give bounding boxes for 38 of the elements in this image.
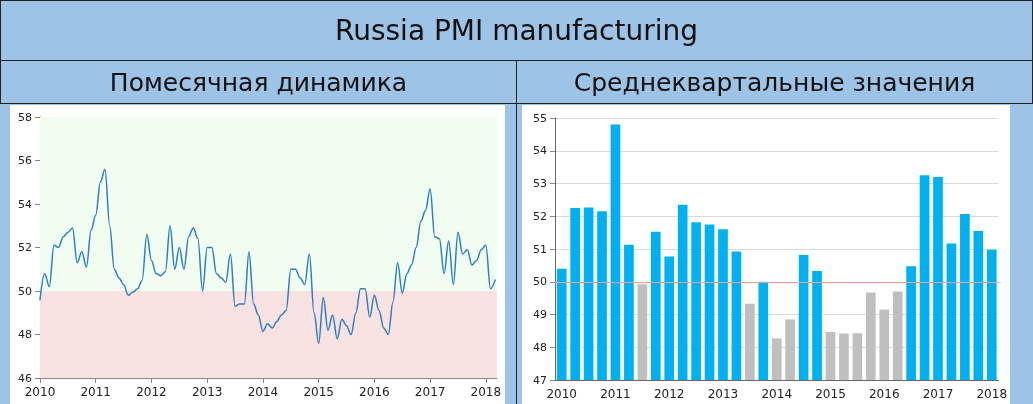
y-tick-label: 48: [533, 340, 547, 354]
y-tick-label: 52: [18, 241, 32, 254]
x-tick-label: 2011: [80, 385, 112, 399]
chart-subtitle: Среднеквартальные значения: [516, 60, 1033, 104]
x-tick-label: 2010: [546, 387, 577, 401]
x-tick-label: 2018: [470, 385, 502, 399]
x-tick-label: 2018: [976, 387, 1008, 401]
y-tick-label: 49: [533, 308, 547, 321]
x-tick-label: 2015: [303, 385, 334, 399]
y-tick-label: 48: [18, 328, 32, 341]
line-series: [39, 168, 496, 344]
x-tick-label: 2013: [191, 385, 223, 399]
x-tick-label: 2012: [136, 385, 167, 399]
x-tick-label: 2014: [761, 387, 793, 401]
x-tick-label: 2016: [359, 385, 390, 399]
y-tick-label: 47: [533, 373, 547, 387]
x-tick-label: 2013: [707, 387, 739, 401]
y-tick-label: 55: [533, 111, 547, 125]
x-tick-label: 2011: [600, 387, 631, 401]
y-tick-label: 46: [18, 371, 32, 385]
chart-subtitle: Помесячная динамика: [0, 60, 517, 104]
y-tick-label: 51: [533, 242, 547, 256]
y-tick-label: 54: [533, 144, 547, 158]
y-tick-label: 53: [533, 177, 547, 190]
x-tick-label: 2016: [868, 387, 900, 401]
y-tick-label: 58: [18, 110, 32, 124]
y-tick-label: 50: [18, 284, 32, 298]
x-tick-label: 2015: [815, 387, 846, 401]
chart-title: Russia PMI manufacturing: [0, 0, 1033, 61]
y-tick-label: 54: [18, 197, 32, 211]
x-tick-label: 2012: [653, 387, 685, 401]
x-tick-label: 2010: [24, 385, 56, 399]
y-tick-label: 56: [18, 154, 32, 167]
y-tick-label: 50: [533, 275, 547, 289]
x-tick-label: 2014: [247, 385, 279, 399]
x-tick-label: 2017: [414, 385, 446, 399]
y-tick-label: 52: [533, 209, 547, 223]
x-tick-label: 2017: [922, 387, 954, 401]
